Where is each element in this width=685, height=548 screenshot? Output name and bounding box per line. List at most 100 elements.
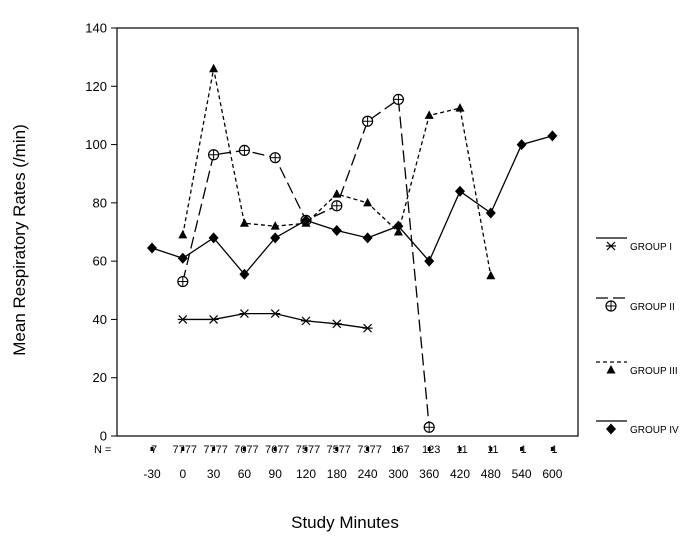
y-tick-label: 120 bbox=[85, 79, 107, 94]
x-tick-mark bbox=[427, 447, 431, 451]
n-count-label: 1 bbox=[521, 444, 527, 456]
y-tick-label: 0 bbox=[100, 429, 107, 444]
x-tick-mark bbox=[273, 447, 277, 451]
n-count-label: 7677 bbox=[234, 444, 258, 456]
x-tick-label: 600 bbox=[542, 467, 562, 481]
data-point-marker bbox=[270, 221, 280, 230]
x-tick-label: 240 bbox=[358, 467, 378, 481]
data-point-marker bbox=[516, 139, 527, 151]
series-2 bbox=[177, 93, 435, 433]
legend-marker bbox=[605, 300, 617, 312]
data-point-marker bbox=[177, 252, 188, 264]
n-prefix: N = bbox=[94, 444, 111, 456]
x-tick-label: 180 bbox=[327, 467, 347, 481]
x-tick-mark bbox=[396, 447, 400, 451]
x-tick-label: 120 bbox=[296, 467, 316, 481]
data-point-marker bbox=[332, 189, 342, 198]
y-tick-label: 140 bbox=[85, 21, 107, 36]
n-count-label: 11 bbox=[456, 444, 467, 456]
data-point-marker bbox=[331, 200, 343, 212]
legend-item: GROUP IV bbox=[596, 420, 679, 436]
legend-marker bbox=[606, 423, 616, 435]
data-point-marker bbox=[177, 275, 189, 288]
legend-item: GROUP I bbox=[596, 237, 672, 253]
n-count-label: 7 bbox=[151, 444, 157, 456]
legend-label: GROUP II bbox=[630, 302, 675, 313]
data-point-marker bbox=[455, 185, 465, 197]
legend-label: GROUP I bbox=[630, 242, 672, 253]
n-row: N = 7 7777 7777 7677 7677 7577 7577 7377 167 123 1… bbox=[94, 444, 557, 456]
data-point-marker bbox=[393, 220, 404, 232]
data-point-marker bbox=[362, 232, 373, 244]
data-point-marker bbox=[362, 115, 374, 127]
plot-frame bbox=[116, 27, 579, 437]
series-1 bbox=[177, 309, 373, 333]
data-point-marker bbox=[239, 218, 249, 227]
x-tick-mark bbox=[212, 447, 216, 451]
data-point-marker bbox=[424, 255, 435, 267]
x-tick-mark bbox=[335, 447, 339, 451]
series-layer bbox=[147, 63, 558, 433]
data-point-marker bbox=[147, 242, 157, 254]
x-tick-label: 300 bbox=[388, 467, 408, 481]
series-line bbox=[182, 98, 430, 428]
data-point-marker bbox=[208, 315, 219, 324]
n-count-label: 7777 bbox=[203, 444, 227, 456]
y-tick-label: 80 bbox=[93, 195, 107, 210]
x-tick-label: 90 bbox=[269, 467, 283, 481]
n-count-label: 7777 bbox=[173, 444, 197, 456]
y-tick-label: 20 bbox=[93, 370, 107, 385]
legend: GROUP I GROUP II GROUP III GROUP IV bbox=[596, 237, 679, 436]
x-tick-mark bbox=[458, 447, 462, 451]
series-line bbox=[151, 135, 553, 276]
x-tick-mark bbox=[520, 447, 524, 451]
legend-item: GROUP III bbox=[596, 361, 678, 377]
y-tick-label: 60 bbox=[93, 254, 107, 269]
legend-marker bbox=[606, 365, 616, 374]
n-count-label: 1 bbox=[551, 444, 557, 456]
data-point-marker bbox=[486, 270, 496, 280]
x-tick-label: 420 bbox=[450, 467, 470, 481]
data-point-marker bbox=[177, 315, 188, 324]
x-tick-label: 60 bbox=[238, 467, 252, 481]
x-tick-mark bbox=[242, 447, 246, 451]
data-point-marker bbox=[208, 149, 220, 161]
n-count-label: 167 bbox=[391, 444, 409, 456]
data-point-marker bbox=[209, 63, 219, 73]
data-point-marker bbox=[178, 229, 188, 239]
x-tick-mark bbox=[150, 447, 154, 451]
n-count-label: 11 bbox=[487, 444, 498, 456]
y-tick-label: 40 bbox=[93, 312, 107, 327]
n-count-label: 7677 bbox=[265, 444, 289, 456]
legend-label: GROUP IV bbox=[630, 425, 679, 436]
x-tick-label: 480 bbox=[481, 467, 501, 481]
data-point-marker bbox=[331, 319, 342, 329]
y-axis-title: Mean Respiratory Rates (/min) bbox=[10, 124, 29, 355]
data-point-marker bbox=[424, 110, 434, 119]
series-line bbox=[182, 68, 492, 276]
n-count-label: 123 bbox=[422, 444, 440, 456]
data-point-marker bbox=[392, 93, 404, 106]
data-point-marker bbox=[423, 421, 435, 433]
x-tick-mark bbox=[489, 447, 493, 451]
n-count-label: 7577 bbox=[296, 444, 320, 456]
data-point-marker bbox=[270, 232, 281, 244]
data-point-marker bbox=[239, 268, 250, 280]
legend-label: GROUP III bbox=[630, 366, 678, 377]
x-tick-label: 540 bbox=[512, 467, 532, 481]
data-point-marker bbox=[269, 152, 281, 164]
x-tick-mark bbox=[304, 447, 308, 451]
x-axis-ticks: -30 0 30 60 90 120 180 240 300 360 420 480 540 600 bbox=[143, 447, 563, 481]
x-tick-label: 360 bbox=[419, 467, 439, 481]
x-tick-label: 0 bbox=[179, 467, 186, 481]
x-tick-mark bbox=[181, 447, 185, 451]
y-axis-ticks: 0 20 40 60 80 100 120 140 bbox=[85, 21, 117, 444]
x-axis-title: Study Minutes bbox=[291, 513, 399, 532]
data-point-marker bbox=[455, 103, 465, 112]
data-point-marker bbox=[270, 309, 281, 319]
data-point-marker bbox=[485, 207, 496, 219]
legend-item: GROUP II bbox=[596, 297, 675, 313]
data-point-marker bbox=[301, 214, 311, 226]
data-point-marker bbox=[363, 197, 373, 207]
